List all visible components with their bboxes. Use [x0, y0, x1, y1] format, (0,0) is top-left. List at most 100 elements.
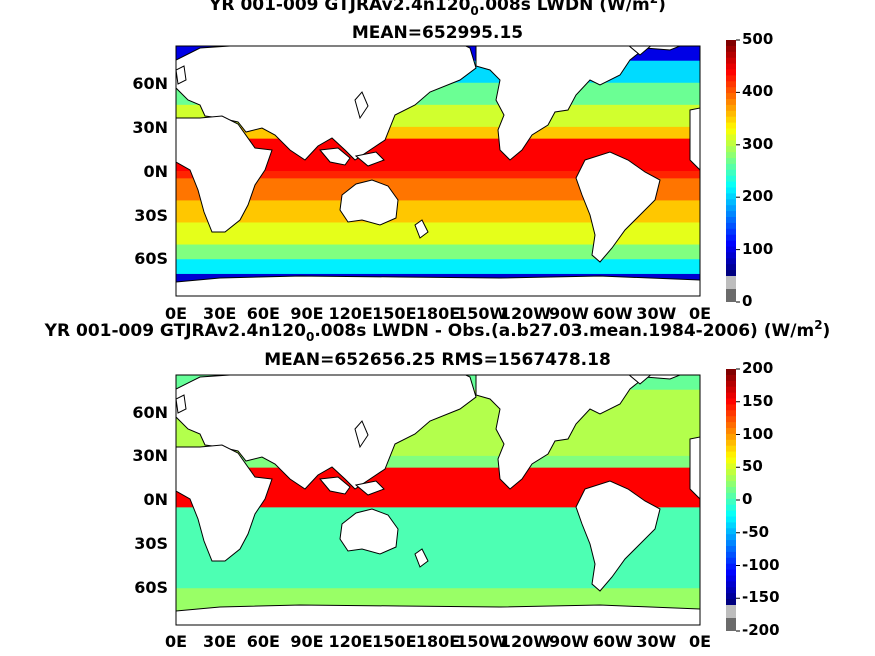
colorbar-swatch	[726, 289, 736, 302]
panel2-title-subscript: 0	[305, 330, 315, 344]
colorbar-swatch	[726, 99, 736, 106]
panel2-lat-label: 0N	[143, 490, 168, 509]
lon-tick-label: 120E	[328, 632, 373, 651]
colorbar-swatch	[726, 181, 736, 188]
colorbar-swatch	[726, 211, 736, 218]
lon-tick-label: 150W	[456, 304, 508, 323]
panel2-title-text: YR 001-009 GTJRAv2.4n120	[44, 321, 306, 341]
colorbar-swatch	[726, 386, 736, 394]
panel1-title-superscript: 2	[650, 0, 658, 6]
colorbar-swatch	[726, 45, 736, 53]
colorbar-tick-label: 150	[742, 391, 774, 410]
colorbar-swatch	[726, 228, 736, 236]
colorbar-swatch	[726, 63, 736, 70]
colorbar-swatch	[726, 618, 736, 631]
panel2-title-superscript: 2	[814, 318, 823, 332]
colorbar-swatch	[726, 128, 736, 135]
colorbar-swatch	[726, 217, 736, 224]
panel2-colorbar	[726, 368, 740, 632]
colorbar-tick-label: -200	[742, 621, 780, 639]
panel2-subtitle: MEAN=652656.25 RMS=1567478.18	[264, 350, 611, 370]
colorbar-tick-label: -100	[742, 555, 780, 574]
lon-tick-label: 120W	[499, 304, 551, 323]
lon-tick-label: 150E	[372, 304, 417, 323]
colorbar-swatch	[726, 392, 736, 399]
colorbar-swatch	[726, 587, 736, 594]
colorbar-swatch	[726, 240, 736, 247]
colorbar-tick-label: 500	[742, 30, 774, 48]
colorbar-tick-label: -150	[742, 588, 780, 607]
colorbar-swatch	[726, 498, 736, 506]
panel1-title: YR 001-009 GTJRAv2.4n1200.008s LWDN (W/m…	[0, 0, 875, 18]
colorbar-swatch	[726, 540, 736, 547]
colorbar-tick-label: 400	[742, 82, 774, 101]
colorbar-swatch	[726, 93, 736, 100]
panel1-colorbar	[726, 39, 740, 303]
lon-tick-label: 60E	[246, 304, 280, 323]
colorbar-swatch	[726, 369, 736, 376]
colorbar-swatch	[726, 534, 736, 541]
colorbar-tick-label: 0	[742, 490, 753, 508]
colorbar-swatch	[726, 599, 736, 606]
colorbar-swatch	[726, 410, 736, 417]
panel2-lat-label: 30N	[132, 446, 168, 465]
lon-tick-label: 90W	[549, 304, 589, 323]
colorbar-swatch	[726, 252, 736, 259]
panel1-lat-label: 0N	[143, 162, 168, 181]
colorbar-tick-label: 100	[742, 424, 774, 443]
lon-tick-label: 30W	[636, 632, 677, 651]
colorbar-swatch	[726, 581, 736, 588]
colorbar-swatch	[726, 492, 736, 500]
colorbar-swatch	[726, 169, 736, 177]
colorbar-swatch	[726, 187, 736, 194]
lon-tick-label: 150E	[372, 632, 417, 651]
colorbar-swatch	[726, 557, 736, 565]
colorbar-swatch	[726, 563, 736, 571]
colorbar-swatch	[726, 234, 736, 242]
colorbar-swatch	[726, 75, 736, 82]
colorbar-swatch	[726, 116, 736, 124]
lon-tick-label: 150W	[456, 632, 508, 651]
colorbar-swatch	[726, 51, 736, 59]
panel1-lat-label: 30N	[132, 118, 168, 137]
colorbar-swatch	[726, 475, 736, 482]
colorbar-tick-label: 200	[742, 359, 774, 377]
colorbar-swatch	[726, 110, 736, 118]
colorbar-swatch	[726, 87, 736, 94]
heatmap-zone	[176, 244, 700, 260]
colorbar-swatch	[726, 40, 736, 47]
colorbar-swatch	[726, 175, 736, 183]
colorbar-swatch	[726, 463, 736, 470]
colorbar-swatch	[726, 146, 736, 153]
panel2-map	[176, 375, 700, 625]
panel1-title-text: YR 001-009 GTJRAv2.4n120	[209, 0, 471, 15]
colorbar-swatch	[726, 404, 736, 411]
colorbar-swatch	[726, 575, 736, 582]
lon-tick-label: 30E	[203, 632, 237, 651]
colorbar-swatch	[726, 428, 736, 435]
colorbar-swatch	[726, 516, 736, 523]
colorbar-swatch	[726, 222, 736, 230]
colorbar-swatch	[726, 522, 736, 529]
lon-tick-label: 120W	[499, 632, 551, 651]
colorbar-swatch	[726, 140, 736, 147]
colorbar-swatch	[726, 481, 736, 488]
panel2-lat-label: 60N	[132, 403, 168, 422]
colorbar-swatch	[726, 504, 736, 512]
panel1-subtitle: MEAN=652995.15	[351, 23, 524, 43]
colorbar-swatch	[726, 122, 736, 129]
colorbar-swatch	[726, 158, 736, 165]
colorbar-swatch	[726, 433, 736, 441]
colorbar-swatch	[726, 528, 736, 535]
colorbar-swatch	[726, 152, 736, 159]
panel1-lat-label: 60N	[132, 74, 168, 93]
heatmap-zone	[176, 178, 700, 201]
lon-tick-label: 180E	[415, 632, 461, 651]
colorbar-swatch	[726, 104, 736, 112]
colorbar-swatch	[726, 451, 736, 458]
colorbar-swatch	[726, 134, 736, 141]
lon-tick-label: 0E	[164, 304, 188, 323]
panel1-lat-label: 60S	[134, 249, 168, 268]
panel1-map	[176, 46, 700, 296]
colorbar-swatch	[726, 605, 736, 618]
